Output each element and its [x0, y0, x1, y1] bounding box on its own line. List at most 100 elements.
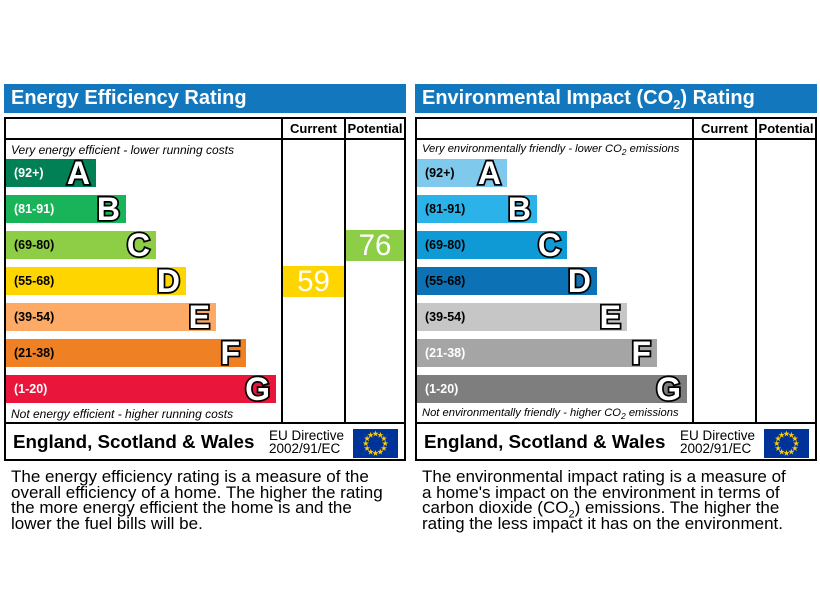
band-letter-outline: F [630, 335, 653, 371]
header-underline [417, 138, 815, 140]
header-underline [6, 138, 404, 140]
desc-line-post: ) emissions. The higher the [574, 498, 780, 518]
band-letter-outline: C [536, 227, 563, 263]
current-column-header: Current [290, 121, 337, 136]
eu-directive-line1: EU Directive [680, 428, 756, 443]
band-letter-fill: C [126, 227, 150, 263]
band-b-range: (81-91) [425, 202, 466, 216]
caption-bottom: Not environmentally friendly - higher CO… [422, 407, 679, 422]
potential-rating-value: 76 [358, 229, 392, 262]
environmental-title-sub: 2 [673, 97, 681, 112]
eu-directive-label: EU Directive 2002/91/EC [269, 429, 344, 456]
region-label: England, Scotland & Wales [424, 431, 666, 452]
caption-bottom-sub: 2 [620, 411, 626, 422]
desc-line-pre: carbon dioxide (CO [422, 498, 569, 518]
band-letter-outline: F [219, 335, 242, 371]
band-c-range: (69-80) [425, 238, 466, 252]
band-letter-fill: G [245, 371, 270, 407]
column-divider [281, 119, 283, 424]
footer-divider [6, 422, 404, 424]
caption-bottom: Not energy efficient - higher running co… [11, 407, 234, 421]
caption-top-pre: Very environmentally friendly - lower CO [422, 143, 622, 155]
eu-directive-line2: 2002/91/EC [269, 441, 341, 457]
band-d-range: (55-68) [425, 274, 466, 288]
environmental-description-line: carbon dioxide (CO2) emissions. The high… [422, 498, 820, 520]
band-letter-outline: A [476, 155, 503, 191]
environmental-impact-panel: Environmental Impact (CO2) Rating Curren… [415, 0, 817, 615]
environmental-footer: England, Scotland & Wales EU Directive 2… [417, 424, 815, 459]
environmental-description-line: The environmental impact rating is a mea… [422, 468, 820, 485]
caption-bottom-post: emissions [625, 407, 679, 419]
potential-rating-indicator: 76 [346, 230, 404, 261]
current-rating-indicator: 59 [283, 266, 344, 297]
band-a-range: (92+) [425, 166, 455, 180]
environmental-title-pre: Environmental Impact (CO [422, 87, 674, 109]
band-letter-outline: B [506, 191, 533, 227]
band-letter-fill: C [537, 227, 561, 263]
eu-flag-icon [353, 429, 398, 458]
band-letter-fill: A [66, 155, 90, 191]
band-letter-outline: C [125, 227, 152, 263]
band-g-range: (1-20) [14, 382, 48, 396]
band-letter-outline: E [598, 299, 623, 335]
band-letter-fill: A [477, 155, 501, 191]
desc-line-pre: a home's impact on the environment in te… [422, 482, 780, 502]
band-letter-outline: G [243, 371, 271, 407]
eu-directive-line1: EU Directive [269, 428, 345, 443]
energy-description-line: the more energy efficient the home is an… [11, 498, 352, 518]
energy-description-line: The energy efficiency rating is a measur… [11, 467, 369, 486]
band-letter-fill: E [188, 299, 210, 335]
energy-footer: England, Scotland & Wales EU Directive 2… [6, 424, 404, 459]
potential-column-header: Potential [758, 121, 814, 136]
environmental-description-line: a home's impact on the environment in te… [422, 482, 820, 502]
band-letter-fill: B [96, 191, 120, 227]
caption-bottom-pre: Not environmentally friendly - higher CO [422, 407, 621, 419]
band-e-range: (39-54) [14, 310, 55, 324]
environmental-title-post: ) Rating [680, 87, 755, 109]
band-letter-fill: F [631, 335, 651, 371]
caption-top: Very environmentally friendly - lower CO… [422, 143, 679, 156]
band-c-range: (69-80) [14, 238, 55, 252]
environmental-impact-title: Environmental Impact (CO2) Rating [415, 84, 817, 113]
eu-flag-icon [764, 429, 809, 458]
band-letter-fill: B [507, 191, 531, 227]
energy-efficiency-title: Energy Efficiency Rating [4, 84, 406, 113]
energy-description: The energy efficiency rating is a measur… [11, 467, 413, 532]
band-letter-fill: E [599, 299, 621, 335]
environmental-rating-chart: Current Potential Very environmentally f… [415, 117, 817, 461]
band-d-range: (55-68) [14, 274, 55, 288]
band-letter-outline: D [566, 263, 593, 299]
band-letter-outline: G [654, 371, 682, 407]
band-letter-fill: G [656, 371, 681, 407]
energy-efficiency-title-text: Energy Efficiency Rating [11, 87, 247, 109]
band-letter-fill: D [156, 263, 180, 299]
footer-divider [417, 422, 815, 424]
eu-directive-line2: 2002/91/EC [680, 441, 752, 457]
